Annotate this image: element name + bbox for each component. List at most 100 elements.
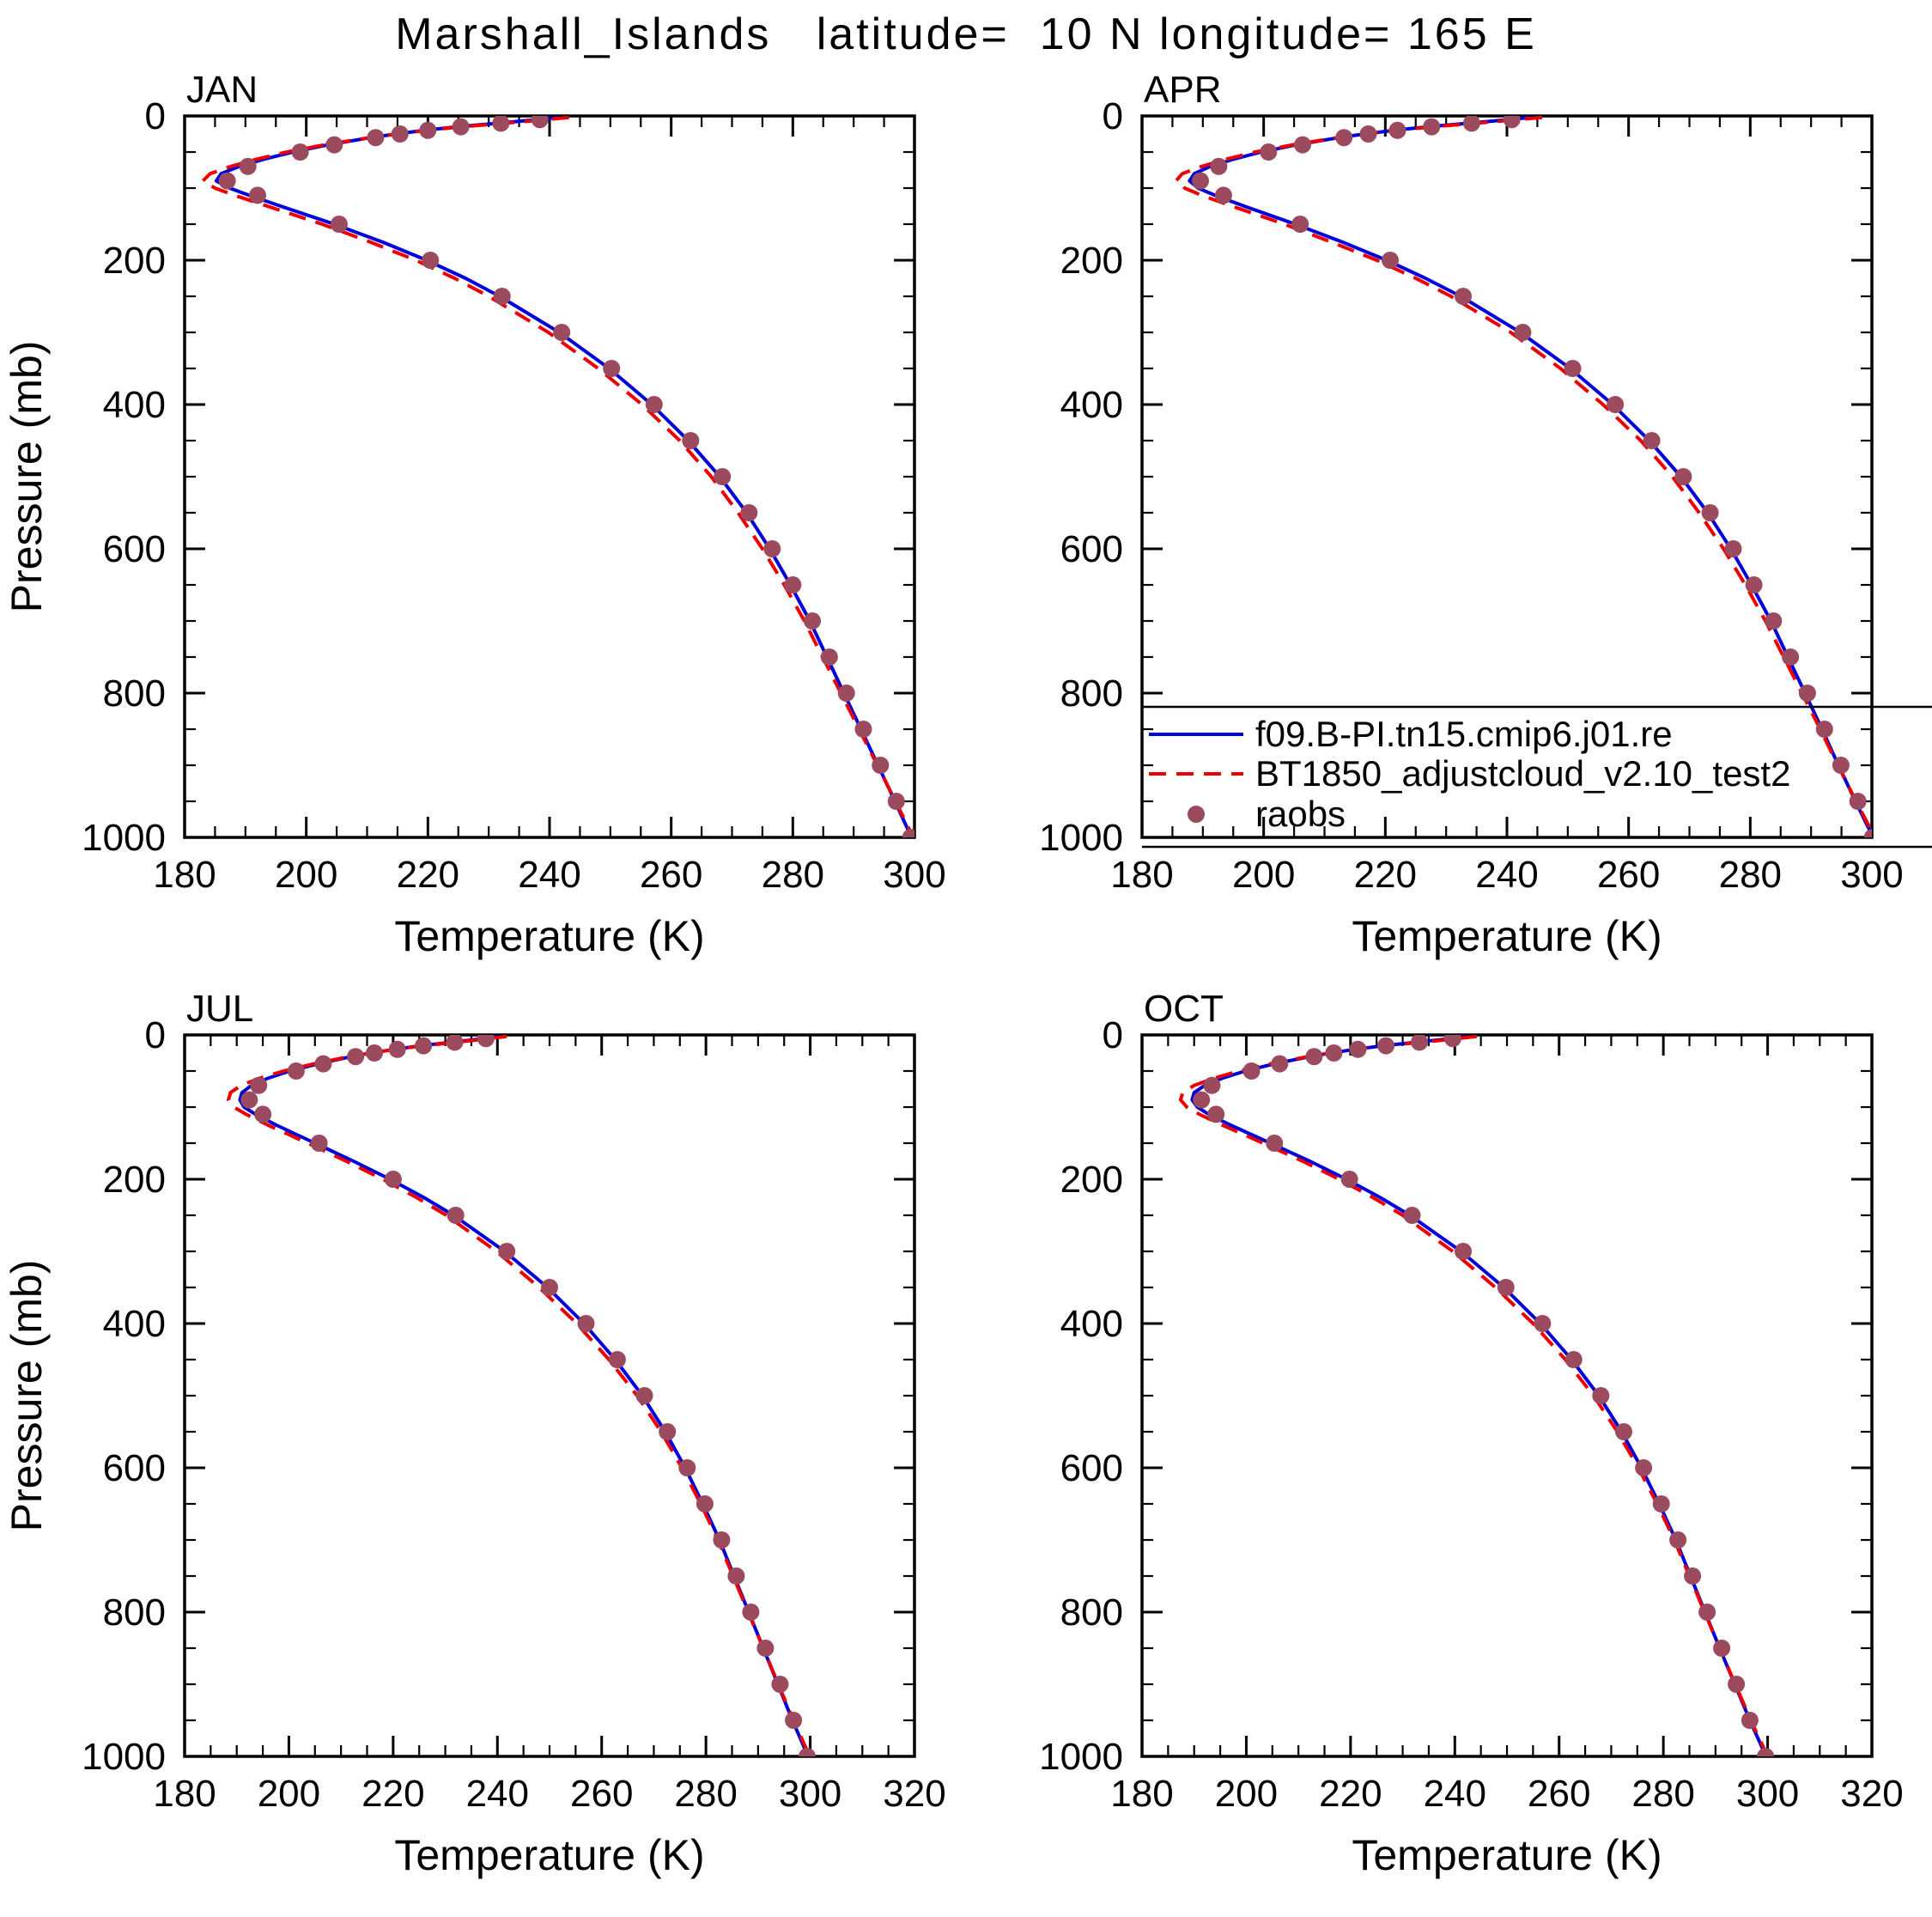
raobs-dot (447, 1207, 465, 1224)
raobs-dot (1534, 1315, 1552, 1332)
raobs-dot (696, 1495, 714, 1512)
raobs-dot (1291, 216, 1309, 233)
raobs-dots (1193, 1035, 1775, 1756)
raobs-dot (384, 1171, 402, 1188)
raobs-dot (541, 1279, 558, 1296)
raobs-dot (1455, 288, 1472, 305)
y-tick-label: 400 (103, 384, 166, 426)
raobs-dot (310, 1135, 328, 1152)
raobs-dot (887, 793, 905, 810)
x-tick-label: 220 (1354, 854, 1417, 896)
x-tick-label: 280 (674, 1773, 737, 1815)
y-tick-label: 600 (103, 528, 166, 570)
raobs-dot (1382, 252, 1399, 269)
raobs-dot (1757, 1748, 1775, 1756)
x-tick-label: 320 (883, 1773, 945, 1815)
raobs-dot (1863, 829, 1872, 837)
raobs-dot (218, 172, 236, 190)
panel-OCT: 180 200 220 240 260 280 300 320 0 200 400 600 800 100… (1039, 988, 1904, 1879)
raobs-dot (1462, 116, 1480, 132)
raobs-dot (1340, 1171, 1358, 1188)
raobs-dot (1411, 1035, 1428, 1051)
raobs-dot (1741, 1712, 1759, 1729)
y-axis-label: Pressure (mb) (3, 1260, 51, 1532)
raobs-dot (1713, 1640, 1731, 1657)
y-tick-label: 200 (1060, 240, 1123, 282)
raobs-dot (1652, 1495, 1670, 1512)
raobs-dot (1207, 1105, 1225, 1123)
raobs-dot (854, 721, 872, 738)
plot-box (183, 114, 916, 839)
plot-box (183, 1033, 916, 1758)
raobs-dot (837, 685, 855, 702)
raobs-dot (388, 1040, 406, 1058)
raobs-dot (240, 1091, 258, 1109)
x-tick-label: 260 (640, 854, 702, 896)
x-axis-label: Temperature (K) (394, 1831, 704, 1879)
raobs-dot (1745, 576, 1763, 593)
raobs-dot (820, 648, 838, 666)
x-tick-label: 240 (1424, 1773, 1486, 1815)
raobs-dot (1325, 1044, 1343, 1062)
x-tick-label: 220 (361, 1773, 424, 1815)
raobs-dot (1423, 118, 1441, 136)
raobs-dot (1669, 1531, 1687, 1549)
x-tick-label: 300 (779, 1773, 841, 1815)
raobs-dot (682, 432, 700, 449)
y-tick-label: 600 (1060, 1447, 1123, 1489)
raobs-dot (1798, 685, 1816, 702)
raobs-dot (1388, 121, 1406, 139)
raobs-dot (1514, 324, 1532, 341)
y-tick-label: 400 (103, 1303, 166, 1345)
panel-JUL: 180 200 220 240 260 280 300 320 0 200 400 600 800 100… (3, 988, 946, 1879)
y-tick-label: 1000 (82, 817, 166, 859)
raobs-dot (553, 324, 571, 341)
raobs-dot (714, 468, 732, 485)
raobs-dot (492, 116, 510, 132)
raobs-dot (1294, 136, 1311, 154)
raobs-dot (804, 612, 821, 630)
raobs-dot (391, 125, 409, 143)
raobs-dot (635, 1387, 653, 1404)
x-tick-label: 200 (1215, 1773, 1278, 1815)
panel-month-label: JAN (186, 69, 258, 111)
raobs-dot (1635, 1459, 1653, 1476)
raobs-dot (1564, 1351, 1583, 1368)
x-tick-label: 220 (397, 854, 459, 896)
raobs-dot (756, 1640, 775, 1657)
raobs-dot (1305, 1048, 1323, 1066)
raobs-dot (902, 829, 914, 837)
raobs-dot (1497, 1279, 1515, 1296)
raobs-dot (1615, 1423, 1632, 1440)
y-tick-label: 800 (103, 672, 166, 715)
raobs-dot (1349, 1040, 1367, 1058)
raobs-dot (1210, 157, 1228, 175)
raobs-dot (1242, 1062, 1261, 1080)
chart-title: Marshall_Islands latitude= 10 N longitud… (395, 9, 1537, 59)
raobs-dot (785, 1712, 803, 1729)
x-tick-label: 180 (1110, 854, 1173, 896)
x-tick-label: 280 (762, 854, 824, 896)
raobs-dot (763, 540, 781, 557)
raobs-dot (325, 136, 343, 154)
x-tick-label: 200 (275, 854, 337, 896)
x-tick-label: 240 (466, 1773, 529, 1815)
panel-APR: 180 200 220 240 260 280 300 0 200 400 600 800 1000 AP… (1039, 69, 1904, 960)
raobs-dot (415, 1037, 433, 1055)
legend-entry-label: BT1850_adjustcloud_v2.10_test2 (1255, 753, 1790, 794)
raobs-dot (446, 1035, 464, 1051)
raobs-dot (498, 1243, 516, 1260)
x-tick-label: 240 (518, 854, 580, 896)
raobs-dot (1266, 1135, 1284, 1152)
raobs-dot (1782, 648, 1800, 666)
raobs-dot (798, 1748, 816, 1756)
x-tick-label: 200 (1232, 854, 1295, 896)
raobs-dot (608, 1351, 626, 1368)
y-axis-label: Pressure (mb) (3, 341, 51, 613)
raobs-dot (577, 1315, 595, 1332)
raobs-dot (1455, 1243, 1472, 1260)
raobs-dot (1684, 1567, 1702, 1585)
y-tick-label: 1000 (1039, 1736, 1123, 1778)
raobs-dot (254, 1105, 272, 1123)
x-tick-label: 260 (570, 1773, 633, 1815)
